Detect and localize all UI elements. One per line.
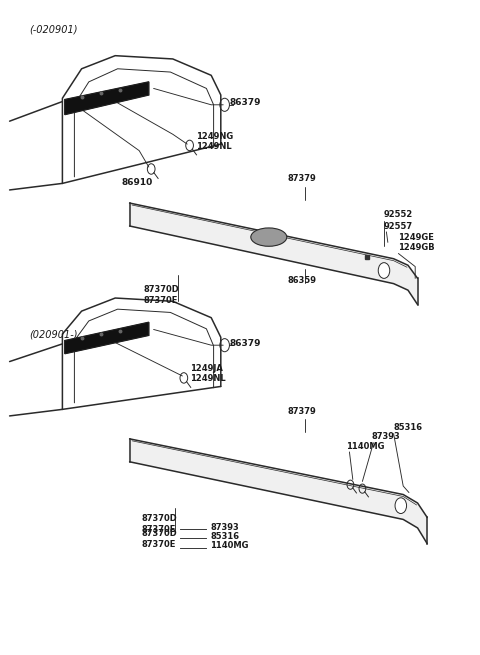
Text: 86359: 86359 — [288, 276, 317, 285]
Text: 86910: 86910 — [121, 178, 153, 187]
Text: 87379: 87379 — [288, 174, 317, 183]
Text: (020901-): (020901-) — [29, 329, 77, 339]
Polygon shape — [130, 439, 427, 544]
Text: 86379: 86379 — [229, 339, 261, 348]
Text: 1140MG: 1140MG — [346, 441, 384, 451]
Text: 87370D
87370E: 87370D 87370E — [142, 514, 177, 534]
Text: 87393: 87393 — [372, 432, 401, 441]
Text: 85316: 85316 — [394, 423, 423, 432]
Text: 92552: 92552 — [384, 210, 413, 219]
Text: 86379: 86379 — [229, 98, 261, 107]
Polygon shape — [65, 322, 149, 354]
Text: 1249JA
1249NL: 1249JA 1249NL — [190, 364, 226, 383]
Text: 92557: 92557 — [384, 221, 413, 231]
Text: 87370D
87370E: 87370D 87370E — [144, 285, 180, 305]
Text: 87370D
87370E: 87370D 87370E — [142, 529, 177, 549]
Text: 1140MG: 1140MG — [210, 541, 249, 550]
Polygon shape — [65, 82, 149, 115]
Text: (-020901): (-020901) — [29, 24, 77, 35]
Text: 1249NG
1249NL: 1249NG 1249NL — [196, 132, 233, 151]
Text: 85316: 85316 — [210, 532, 240, 541]
Text: 1249GE
1249GB: 1249GE 1249GB — [398, 233, 435, 252]
Text: 87379: 87379 — [288, 407, 317, 416]
Ellipse shape — [251, 228, 287, 246]
Text: 87393: 87393 — [210, 523, 239, 532]
Circle shape — [395, 498, 407, 514]
Circle shape — [378, 263, 390, 278]
Polygon shape — [130, 203, 418, 305]
